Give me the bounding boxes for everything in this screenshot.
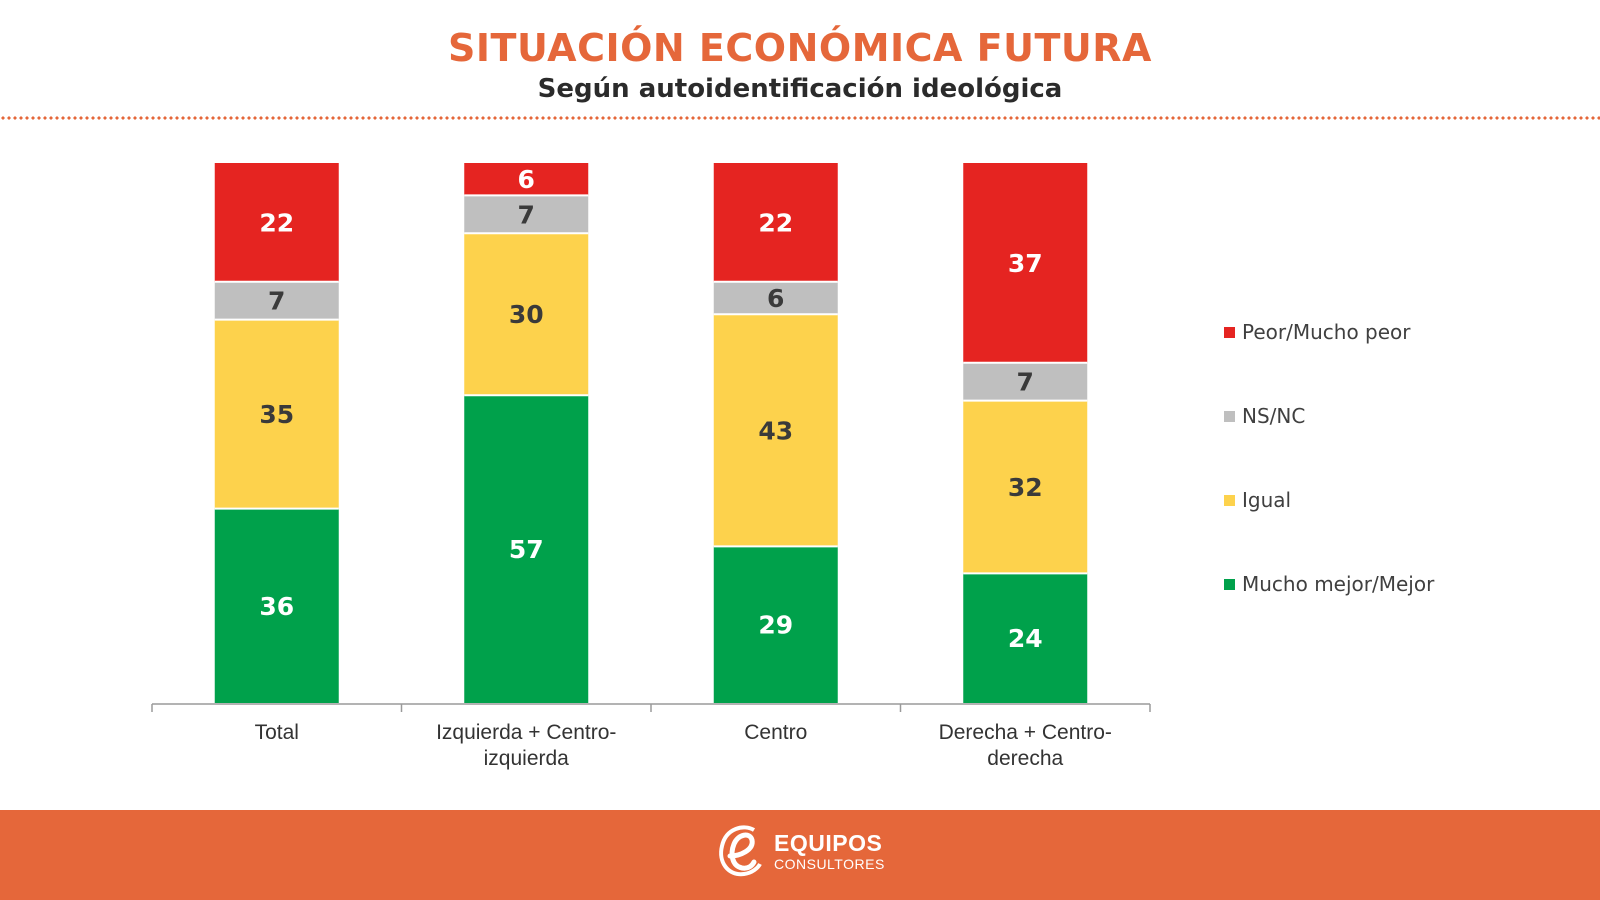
- bar-segment: [464, 395, 589, 703]
- legend-swatch: [1224, 326, 1235, 338]
- data-label: 29: [758, 611, 793, 640]
- x-tick-label: Derecha + Centro-: [939, 721, 1112, 744]
- dotted-divider: [0, 116, 1600, 120]
- data-label: 22: [758, 208, 793, 237]
- data-label: 24: [1008, 624, 1043, 653]
- legend-label: Igual: [1242, 488, 1292, 512]
- legend-swatch: [1224, 578, 1235, 590]
- data-label: 32: [1008, 473, 1043, 502]
- brand-subtitle: CONSULTORES: [774, 855, 885, 872]
- data-label: 35: [259, 400, 294, 429]
- bar-segment: [963, 362, 1088, 401]
- legend-item: Igual: [1224, 488, 1291, 512]
- bar-segment: [464, 195, 589, 234]
- brand-name: EQUIPOS: [774, 829, 883, 856]
- legend-item: Peor/Mucho peor: [1224, 320, 1411, 344]
- equipos-logo: EQUIPOS CONSULTORES: [714, 822, 885, 880]
- bar-segment: [214, 163, 339, 282]
- legend-swatch: [1224, 494, 1235, 506]
- data-label: 37: [1008, 249, 1043, 278]
- data-label: 7: [518, 200, 535, 229]
- x-tick-label: Izquierda + Centro-: [436, 721, 616, 744]
- legend-item: Mucho mejor/Mejor: [1224, 572, 1434, 596]
- legend-label: NS/NC: [1242, 404, 1306, 428]
- bar-segment: [963, 573, 1088, 703]
- data-label: 22: [259, 208, 294, 237]
- bar-segment: [214, 281, 339, 320]
- data-label: 30: [509, 300, 544, 329]
- stacked-bar-chart: 36 35 7 22 Total 57 30 7 6 Izquierda + Centro-izq…: [151, 163, 1151, 770]
- bar-segment: [963, 163, 1088, 363]
- chart-subtitle: Según autoidentificación ideológica: [537, 74, 1063, 104]
- bar-segment: [464, 233, 589, 396]
- legend-label: Peor/Mucho peor: [1242, 320, 1411, 344]
- bar-segment: [713, 546, 838, 703]
- data-label: 36: [259, 592, 294, 621]
- bar-segment: [464, 163, 589, 196]
- bar-segment: [214, 319, 339, 509]
- bar-segment: [214, 508, 339, 703]
- bar-segment: [713, 281, 838, 315]
- data-label: 6: [767, 284, 784, 313]
- bar-segment: [713, 314, 838, 547]
- x-tick-label: Centro: [744, 721, 807, 744]
- legend-label: Mucho mejor/Mejor: [1242, 572, 1435, 596]
- equipos-e-icon: [719, 825, 762, 877]
- data-label: 57: [509, 535, 544, 564]
- legend-item: NS/NC: [1224, 404, 1305, 428]
- footer-bar: EQUIPOS CONSULTORES: [0, 810, 1600, 900]
- data-label: 43: [758, 416, 793, 445]
- data-label: 7: [268, 287, 285, 316]
- bar-segment: [963, 400, 1088, 574]
- x-tick-label: Total: [255, 721, 299, 744]
- x-tick-label: derecha: [987, 747, 1063, 770]
- data-label: 7: [1017, 368, 1034, 397]
- chart-title: SITUACIÓN ECONÓMICA FUTURA: [448, 26, 1152, 70]
- data-label: 6: [518, 165, 535, 194]
- bar-segment: [713, 163, 838, 282]
- legend-swatch: [1224, 410, 1235, 422]
- x-tick-label: izquierda: [484, 747, 570, 770]
